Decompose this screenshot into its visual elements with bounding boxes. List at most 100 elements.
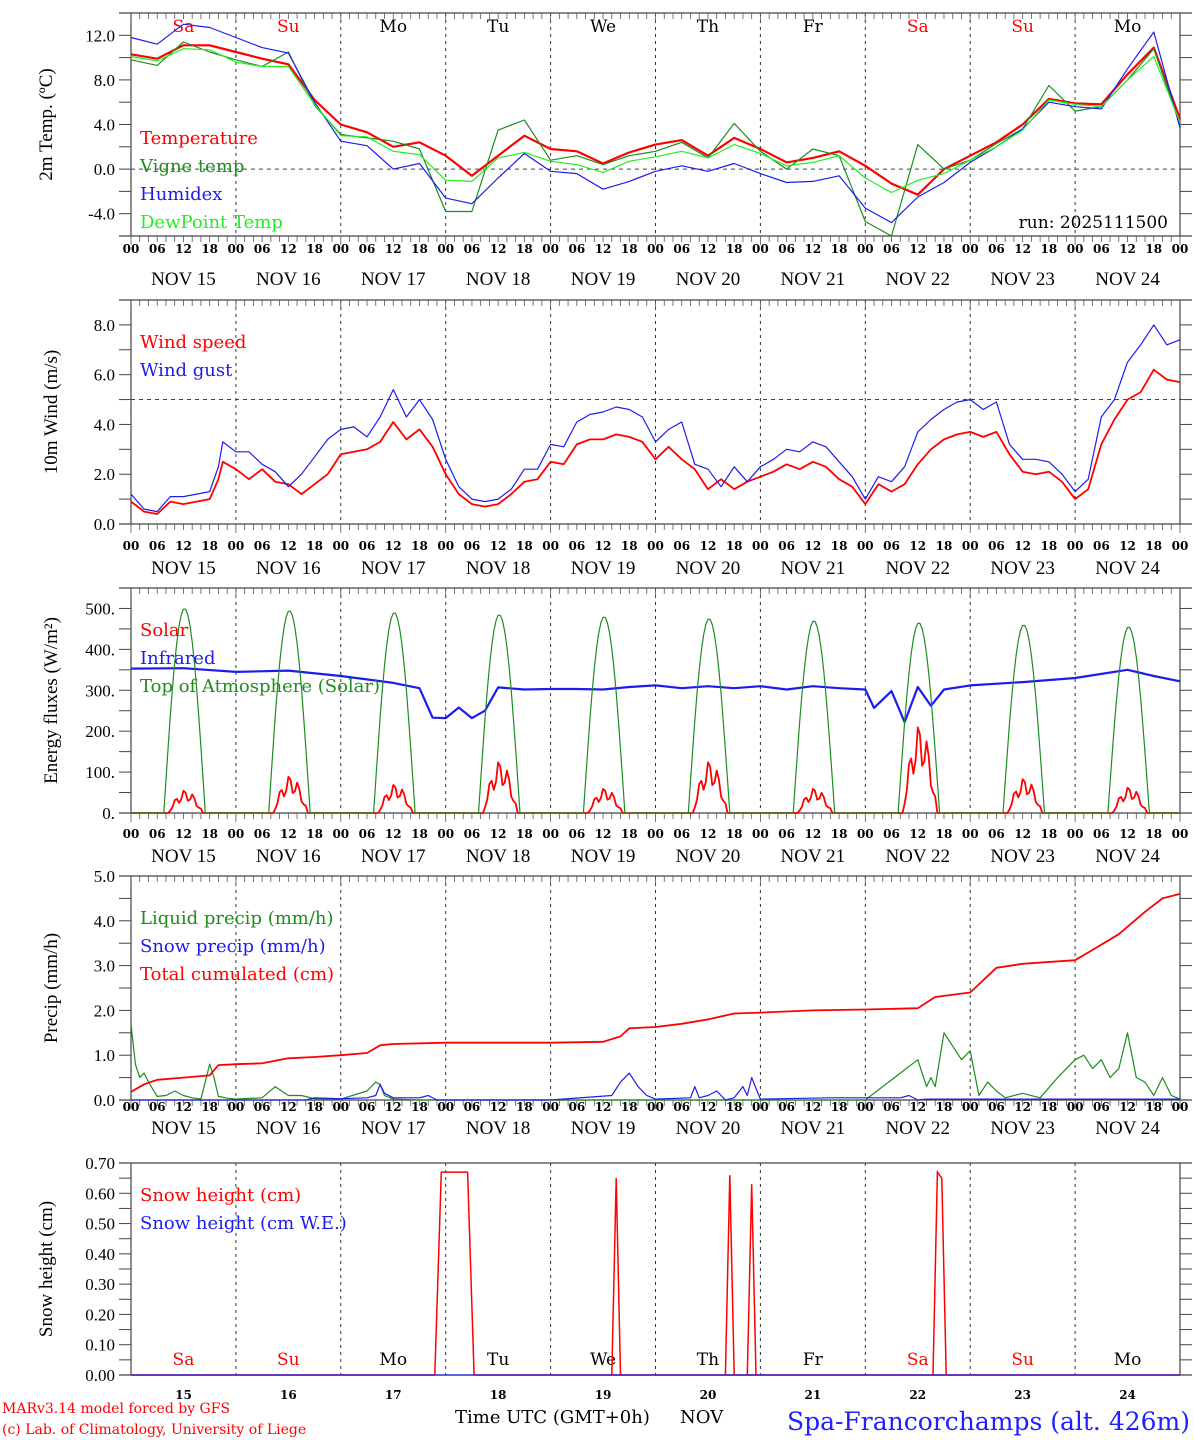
y-axis-title: Precip (mm/h)	[41, 933, 62, 1043]
x-hour-label: 12	[804, 539, 821, 553]
x-hour-label: 00	[857, 1100, 874, 1114]
y-tick-label: 1.0	[94, 1046, 115, 1065]
x-hour-label: 18	[726, 242, 743, 256]
x-hour-label: 00	[228, 827, 245, 841]
weekday-label: Su	[277, 17, 300, 37]
x-hour-label: 18	[306, 242, 323, 256]
x-hour-label: 18	[516, 242, 533, 256]
panel-precip: 0.0 1.0 2.0 3.0 4.0 5.0 Precip (mm/h) 00 06 12 18 N…	[41, 867, 1192, 1139]
x-hour-label: 18	[306, 1100, 323, 1114]
x-hour-label: 00	[752, 827, 769, 841]
x-hour-label: 12	[1119, 827, 1136, 841]
x-hour-label: 06	[988, 242, 1005, 256]
x-hour-label: 12	[490, 827, 507, 841]
x-hour-label: 00	[332, 539, 349, 553]
weekday-label: Th	[697, 17, 719, 37]
x-hour-label: 12	[1014, 827, 1031, 841]
weekday-label: Sa	[907, 1350, 929, 1370]
x-hour-label: 00	[437, 1100, 454, 1114]
y-tick-label: 3.0	[94, 957, 115, 976]
y-tick-label: 2.0	[94, 1001, 115, 1020]
x-hour-label: 12	[909, 1100, 926, 1114]
x-hour-label: 12	[804, 242, 821, 256]
x-hour-label: 18	[831, 242, 848, 256]
legend-entry: Snow precip (mm/h)	[140, 936, 326, 957]
x-day-label: NOV 18	[466, 846, 531, 867]
y-tick-label: 100.	[85, 763, 115, 782]
x-axis-title: Time UTC (GMT+0h)	[455, 1407, 650, 1428]
y-tick-label: 4.0	[94, 116, 115, 135]
x-hour-label: 06	[778, 242, 795, 256]
x-hour-label: 18	[831, 827, 848, 841]
weekday-label: We	[590, 1350, 616, 1370]
x-hour-label: 06	[149, 539, 166, 553]
x-day-label: NOV 16	[256, 846, 321, 867]
x-hour-label: 18	[726, 1100, 743, 1114]
x-hour-label: 12	[700, 539, 717, 553]
x-hour-label: 00	[962, 539, 979, 553]
x-hour-label: 00	[123, 827, 140, 841]
x-day-label: NOV 24	[1095, 269, 1160, 290]
x-hour-label: 06	[1093, 1100, 1110, 1114]
x-hour-label: 00	[1067, 539, 1084, 553]
x-day-label: NOV 21	[781, 269, 846, 290]
panel-snow: 0.00 0.10 0.20 0.30 0.40 0.50 0.60 0.70 Snow hei…	[36, 1154, 1192, 1402]
weekday-label: Tu	[487, 17, 509, 37]
x-day-label: NOV 19	[571, 846, 636, 867]
y-axis-title: Snow height (cm)	[36, 1201, 57, 1337]
x-hour-label: 00	[437, 827, 454, 841]
y-tick-label: 0.30	[85, 1275, 115, 1294]
x-day-label: NOV 17	[361, 558, 426, 579]
x-day-label: NOV 18	[466, 558, 531, 579]
x-day-number: 17	[385, 1388, 402, 1402]
y-axis-title: 2m Temp. (ºC)	[36, 68, 57, 180]
x-day-label: NOV 20	[676, 846, 741, 867]
x-hour-label: 18	[411, 539, 428, 553]
series-line-infrared	[130, 667, 1181, 724]
legend-entry: Top of Atmosphere (Solar)	[140, 676, 380, 697]
x-hour-label: 00	[228, 242, 245, 256]
x-hour-label: 06	[464, 1100, 481, 1114]
x-hour-label: 18	[306, 827, 323, 841]
x-hour-label: 12	[1119, 1100, 1136, 1114]
x-hour-label: 00	[752, 1100, 769, 1114]
x-hour-label: 18	[936, 1100, 953, 1114]
x-day-label: NOV 16	[256, 558, 321, 579]
y-tick-label: 0.	[102, 804, 115, 823]
x-hour-label: 18	[411, 1100, 428, 1114]
weekday-label: Mo	[379, 17, 407, 37]
station-title: Spa-Francorchamps (alt. 426m)	[787, 1407, 1190, 1436]
weekday-label: Mo	[379, 1350, 407, 1370]
legend-entry: DewPoint Temp	[140, 212, 283, 233]
x-hour-label: 00	[542, 242, 559, 256]
x-hour-label: 18	[201, 827, 218, 841]
x-hour-label: 06	[883, 539, 900, 553]
x-hour-label: 00	[1067, 1100, 1084, 1114]
series-spike	[932, 1169, 947, 1376]
x-day-label: NOV 15	[151, 558, 216, 579]
legend-entry: Snow height (cm)	[140, 1185, 301, 1206]
x-hour-label: 18	[621, 827, 638, 841]
x-hour-label: 06	[988, 1100, 1005, 1114]
x-day-label: NOV 24	[1095, 846, 1160, 867]
y-tick-label: 8.0	[94, 71, 115, 90]
x-hour-label: 18	[621, 539, 638, 553]
legend-entry: Total cumulated (cm)	[140, 964, 334, 985]
x-hour-label: 18	[516, 539, 533, 553]
series-line-vigne-temp	[130, 41, 1181, 237]
x-day-label: NOV 22	[885, 1118, 950, 1139]
x-hour-label: 12	[909, 827, 926, 841]
x-day-label: NOV 19	[571, 558, 636, 579]
x-hour-label: 06	[464, 242, 481, 256]
x-day-number: 24	[1119, 1388, 1136, 1402]
x-hour-label: 12	[175, 1100, 192, 1114]
x-hour-label: 06	[988, 539, 1005, 553]
x-hour-label: 00	[1067, 827, 1084, 841]
x-day-label: NOV 18	[466, 1118, 531, 1139]
x-hour-label: 18	[1041, 827, 1058, 841]
series-line-dewpoint-temp	[130, 48, 1181, 194]
x-day-number: 22	[909, 1388, 926, 1402]
x-hour-label: 12	[700, 827, 717, 841]
x-hour-label: 06	[254, 539, 271, 553]
